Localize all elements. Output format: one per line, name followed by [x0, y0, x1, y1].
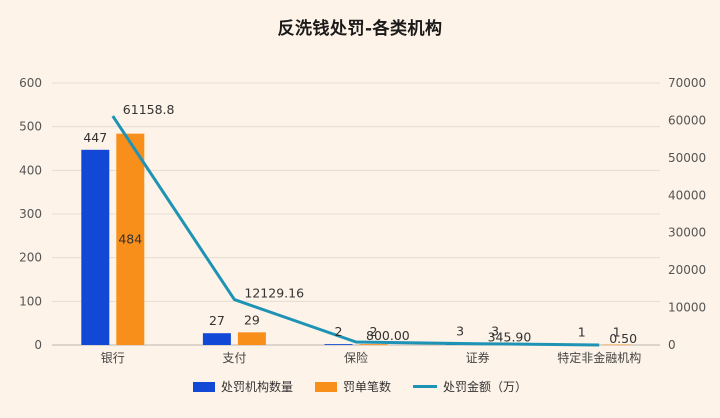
- bar: [81, 149, 110, 345]
- y2-tick-label: 30000: [668, 226, 706, 240]
- legend-item-amount: 处罚金额（万）: [413, 378, 527, 395]
- data-label: 12129.16: [244, 286, 304, 301]
- legend-swatch-institutions: [192, 381, 215, 392]
- chart-title: 反洗钱处罚-各类机构: [277, 19, 443, 39]
- data-label: 27: [209, 313, 225, 328]
- y2-tick-label: 20000: [668, 263, 706, 277]
- data-label: 61158.8: [123, 102, 175, 117]
- data-label: 1: [613, 325, 621, 340]
- y-tick-label: 0: [34, 338, 42, 352]
- series-line: [111, 115, 600, 347]
- bar: [202, 333, 231, 345]
- data-label: 0.50: [609, 331, 637, 346]
- data-label: 29: [244, 312, 260, 327]
- x-tick-label: 支付: [222, 351, 246, 365]
- data-label: 447: [83, 130, 107, 145]
- legend: 处罚机构数量 罚单笔数 处罚金额（万）: [0, 378, 720, 395]
- x-tick-label: 证券: [466, 350, 490, 365]
- bar: [602, 344, 631, 346]
- data-label: 484: [118, 231, 142, 246]
- y-tick-label: 300: [19, 207, 42, 221]
- bar: [116, 133, 145, 345]
- legend-swatch-amount: [413, 385, 437, 388]
- y2-tick-label: 0: [668, 338, 676, 352]
- legend-swatch-tickets: [314, 381, 337, 392]
- legend-label-amount: 处罚金额（万）: [443, 380, 528, 394]
- y-tick-label: 100: [19, 294, 42, 308]
- data-label: 345.90: [488, 330, 532, 345]
- bar: [237, 332, 266, 345]
- data-label: 3: [456, 324, 464, 339]
- y-tick-label: 200: [19, 251, 42, 265]
- x-tick-label: 保险: [344, 350, 368, 365]
- y2-tick-label: 60000: [668, 113, 706, 127]
- bar: [359, 344, 388, 345]
- data-label: 800.00: [366, 328, 410, 343]
- y2-tick-label: 70000: [668, 76, 706, 90]
- data-label: 3: [491, 324, 499, 339]
- data-label: 1: [578, 325, 586, 340]
- y2-tick-label: 50000: [668, 151, 706, 165]
- y-tick-label: 600: [19, 76, 42, 90]
- x-tick-label: 特定非金融机构: [557, 350, 641, 365]
- y2-tick-label: 40000: [668, 188, 706, 202]
- y-tick-label: 500: [19, 120, 42, 134]
- legend-label-tickets: 罚单笔数: [342, 380, 391, 394]
- y2-tick-label: 10000: [668, 301, 706, 315]
- legend-item-institutions: 处罚机构数量: [192, 378, 293, 395]
- y-tick-label: 400: [19, 163, 42, 177]
- data-label: 2: [335, 324, 343, 339]
- data-label: 2: [370, 324, 378, 339]
- bar: [324, 344, 353, 345]
- legend-item-tickets: 罚单笔数: [314, 378, 391, 395]
- x-tick-label: 银行: [101, 351, 125, 365]
- legend-label-institutions: 处罚机构数量: [220, 380, 293, 394]
